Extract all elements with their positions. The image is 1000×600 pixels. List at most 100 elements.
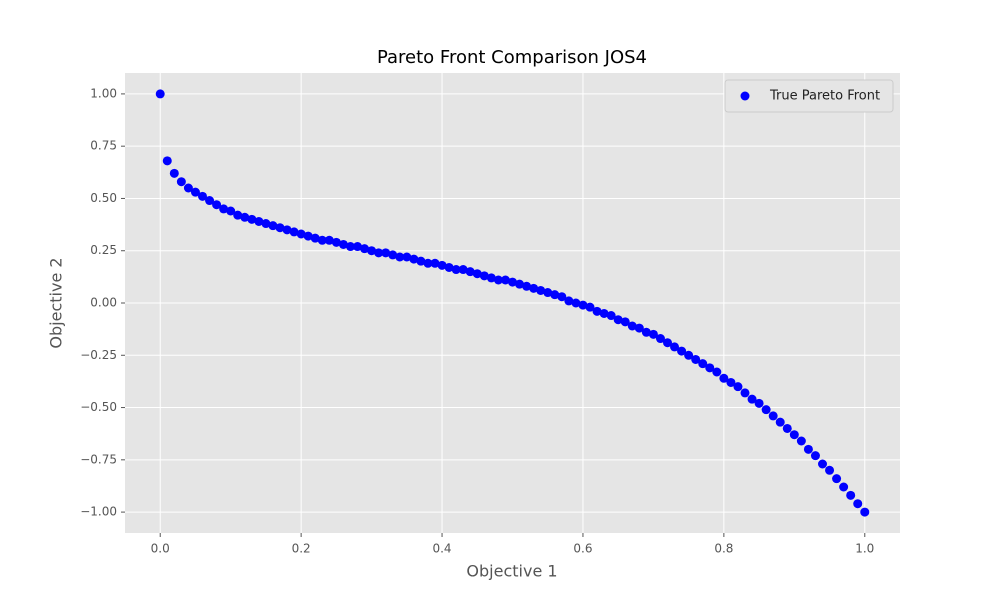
point	[338, 239, 348, 249]
point	[719, 373, 729, 383]
point	[726, 377, 736, 387]
point	[761, 405, 771, 415]
point	[529, 283, 539, 293]
point	[592, 306, 602, 316]
point	[585, 302, 595, 312]
x-tick-label: 0.6	[573, 542, 592, 556]
point	[536, 285, 546, 295]
point	[367, 246, 377, 256]
point	[345, 242, 355, 252]
point	[522, 281, 532, 291]
point	[465, 267, 475, 277]
legend-marker	[740, 91, 750, 101]
point	[825, 465, 835, 475]
point	[775, 417, 785, 427]
point	[416, 256, 426, 266]
point	[860, 507, 870, 517]
point	[169, 168, 179, 178]
y-axis-label: Objective 2	[47, 257, 66, 348]
point	[296, 229, 306, 239]
point	[705, 363, 715, 373]
point	[303, 231, 313, 241]
point	[282, 225, 292, 235]
point	[486, 273, 496, 283]
point	[853, 499, 863, 509]
point	[839, 482, 849, 492]
legend-box	[724, 79, 894, 113]
point	[226, 206, 236, 216]
point	[754, 398, 764, 408]
legend: True Pareto Front	[724, 79, 894, 113]
x-tick-label: 1.0	[855, 542, 874, 556]
point	[677, 346, 687, 356]
point	[183, 183, 193, 193]
point	[409, 254, 419, 264]
point	[620, 317, 630, 327]
point	[663, 338, 672, 348]
point	[543, 288, 553, 298]
point	[691, 354, 701, 364]
point	[733, 382, 743, 392]
x-axis-label: Objective 1	[466, 562, 557, 581]
y-tick-label: −1.00	[80, 505, 117, 519]
point	[782, 423, 792, 433]
point	[655, 334, 665, 344]
point	[219, 204, 229, 214]
point	[381, 248, 391, 258]
point	[472, 269, 482, 279]
point	[789, 430, 799, 440]
point	[254, 216, 264, 226]
point	[430, 258, 440, 268]
point	[578, 300, 588, 310]
point	[324, 235, 334, 245]
point	[684, 350, 694, 360]
point	[712, 367, 722, 377]
point	[261, 219, 271, 229]
chart-title: Pareto Front Comparison JOS4	[377, 47, 647, 68]
point	[402, 252, 412, 262]
y-tick-label: −0.25	[80, 348, 117, 362]
x-tick-label: 0.0	[151, 542, 170, 556]
point	[698, 359, 708, 369]
point	[810, 451, 820, 461]
point	[360, 244, 370, 254]
point	[768, 411, 778, 421]
point	[508, 277, 517, 287]
y-tick-label: 0.00	[90, 296, 117, 310]
point	[670, 342, 680, 352]
point	[634, 323, 644, 333]
x-tick-label: 0.8	[714, 542, 733, 556]
point	[190, 187, 200, 197]
point	[331, 237, 341, 247]
y-tick-label: −0.75	[80, 452, 117, 466]
point	[479, 271, 489, 281]
point	[648, 329, 658, 339]
point	[458, 265, 468, 275]
point	[423, 258, 433, 268]
point	[240, 212, 250, 222]
point	[846, 490, 856, 500]
point	[451, 265, 461, 275]
point	[317, 235, 327, 245]
point	[606, 311, 616, 321]
point	[627, 321, 637, 331]
point	[353, 242, 362, 252]
point	[374, 248, 384, 258]
point	[212, 200, 222, 210]
point	[155, 89, 165, 99]
point	[176, 177, 186, 187]
point	[613, 315, 623, 325]
point	[198, 191, 207, 201]
point	[233, 210, 243, 220]
point	[747, 394, 757, 404]
point	[641, 327, 651, 337]
point	[493, 275, 503, 285]
y-tick-label: 1.00	[90, 86, 117, 100]
point	[832, 474, 842, 484]
point	[444, 262, 454, 272]
y-tick-label: −0.50	[80, 400, 117, 414]
x-tick-label: 0.4	[432, 542, 451, 556]
y-tick-label: 0.25	[90, 243, 117, 257]
point	[275, 223, 285, 233]
